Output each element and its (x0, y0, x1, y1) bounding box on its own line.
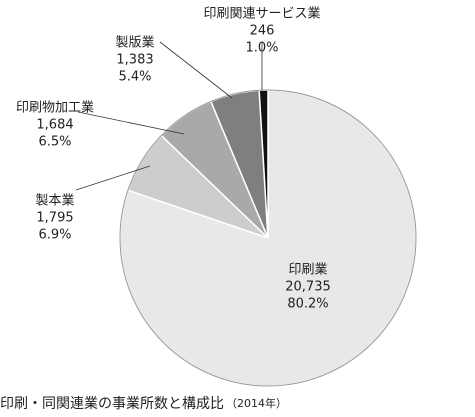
leader-line (75, 165, 151, 191)
value-label: 1,795 (36, 211, 73, 226)
percent-label: 80.2% (287, 297, 328, 312)
slice-label: 印刷物加工業 (16, 100, 94, 116)
value-label: 20,735 (285, 280, 331, 295)
chart-subtitle: （2014年） (226, 396, 287, 410)
percent-label: 6.5% (38, 135, 71, 150)
percent-label: 1.0% (245, 41, 278, 56)
value-label: 1,684 (36, 118, 73, 133)
slice-label: 製版業 (115, 35, 154, 51)
chart-title: 印刷・同関連業の事業所数と構成比 (0, 396, 224, 412)
slice-label: 製本業 (35, 193, 74, 209)
slice-label: 印刷関連サービス業 (203, 6, 320, 22)
percent-label: 6.9% (38, 228, 71, 243)
value-label: 1,383 (116, 53, 153, 68)
value-label: 246 (250, 24, 275, 39)
pie-outline (119, 89, 417, 387)
leader-line (77, 111, 185, 135)
slice-label: 印刷業 (288, 262, 327, 278)
leader-line (159, 41, 233, 99)
percent-label: 5.4% (118, 70, 151, 85)
